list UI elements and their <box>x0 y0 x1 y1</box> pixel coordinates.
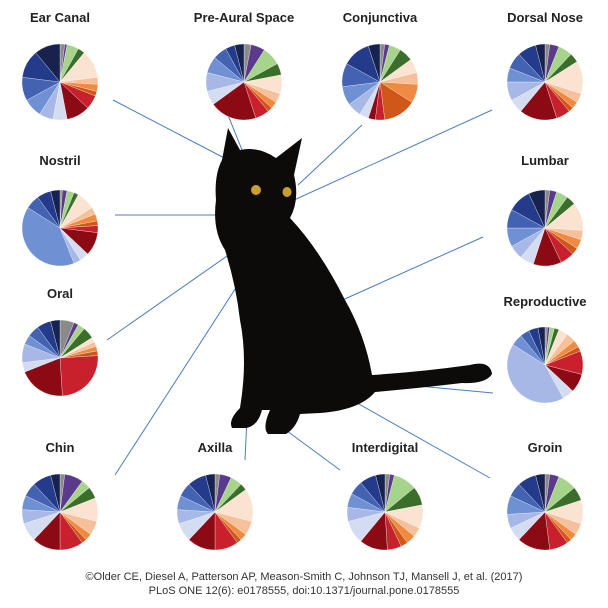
pie-slice <box>506 344 564 404</box>
pie-slice <box>21 207 75 267</box>
pie-title: Ear Canal <box>30 10 90 25</box>
credit: ©Older CE, Diesel A, Patterson AP, Measo… <box>86 571 523 583</box>
pie-slice <box>234 43 245 83</box>
leader-line <box>337 236 484 303</box>
pie-slice <box>50 319 61 359</box>
pie-title: Groin <box>528 440 563 455</box>
pie-slice <box>535 473 546 513</box>
cat-eye <box>251 185 261 195</box>
pie-title: Reproductive <box>503 294 586 309</box>
cat-eye <box>282 187 292 197</box>
pie-slice <box>537 326 546 366</box>
leader-line <box>112 99 233 163</box>
pie-slice <box>59 355 99 397</box>
cat <box>215 128 492 434</box>
leader-line <box>282 427 341 471</box>
pie-slice <box>35 43 61 83</box>
pie-title: Axilla <box>198 440 233 455</box>
pie-slice <box>368 43 381 83</box>
pie-title: Lumbar <box>521 153 569 168</box>
pie-title: Conjunctiva <box>343 10 418 25</box>
pie-slice <box>535 43 546 83</box>
pie-title: Pre-Aural Space <box>194 10 294 25</box>
pie-title: Interdigital <box>352 440 418 455</box>
pie-title: Chin <box>46 440 75 455</box>
pie-title: Nostril <box>39 153 80 168</box>
pie-slice <box>375 473 386 513</box>
leader-line <box>297 124 363 186</box>
pie-slice <box>213 81 256 121</box>
pies: Ear Canal Pre-Aural Space Conjunctiva Dorsa… <box>21 10 587 551</box>
pie-slice <box>528 189 546 229</box>
pie-title: Dorsal Nose <box>507 10 583 25</box>
pie-slice <box>50 473 61 513</box>
pie-slice <box>205 473 216 513</box>
pie-title: Oral <box>47 286 73 301</box>
pie-slice <box>50 189 61 229</box>
pie-slice <box>24 357 63 397</box>
leader-line <box>282 109 493 206</box>
credit: PLoS ONE 12(6): e0178555, doi:10.1371/jo… <box>149 585 460 597</box>
